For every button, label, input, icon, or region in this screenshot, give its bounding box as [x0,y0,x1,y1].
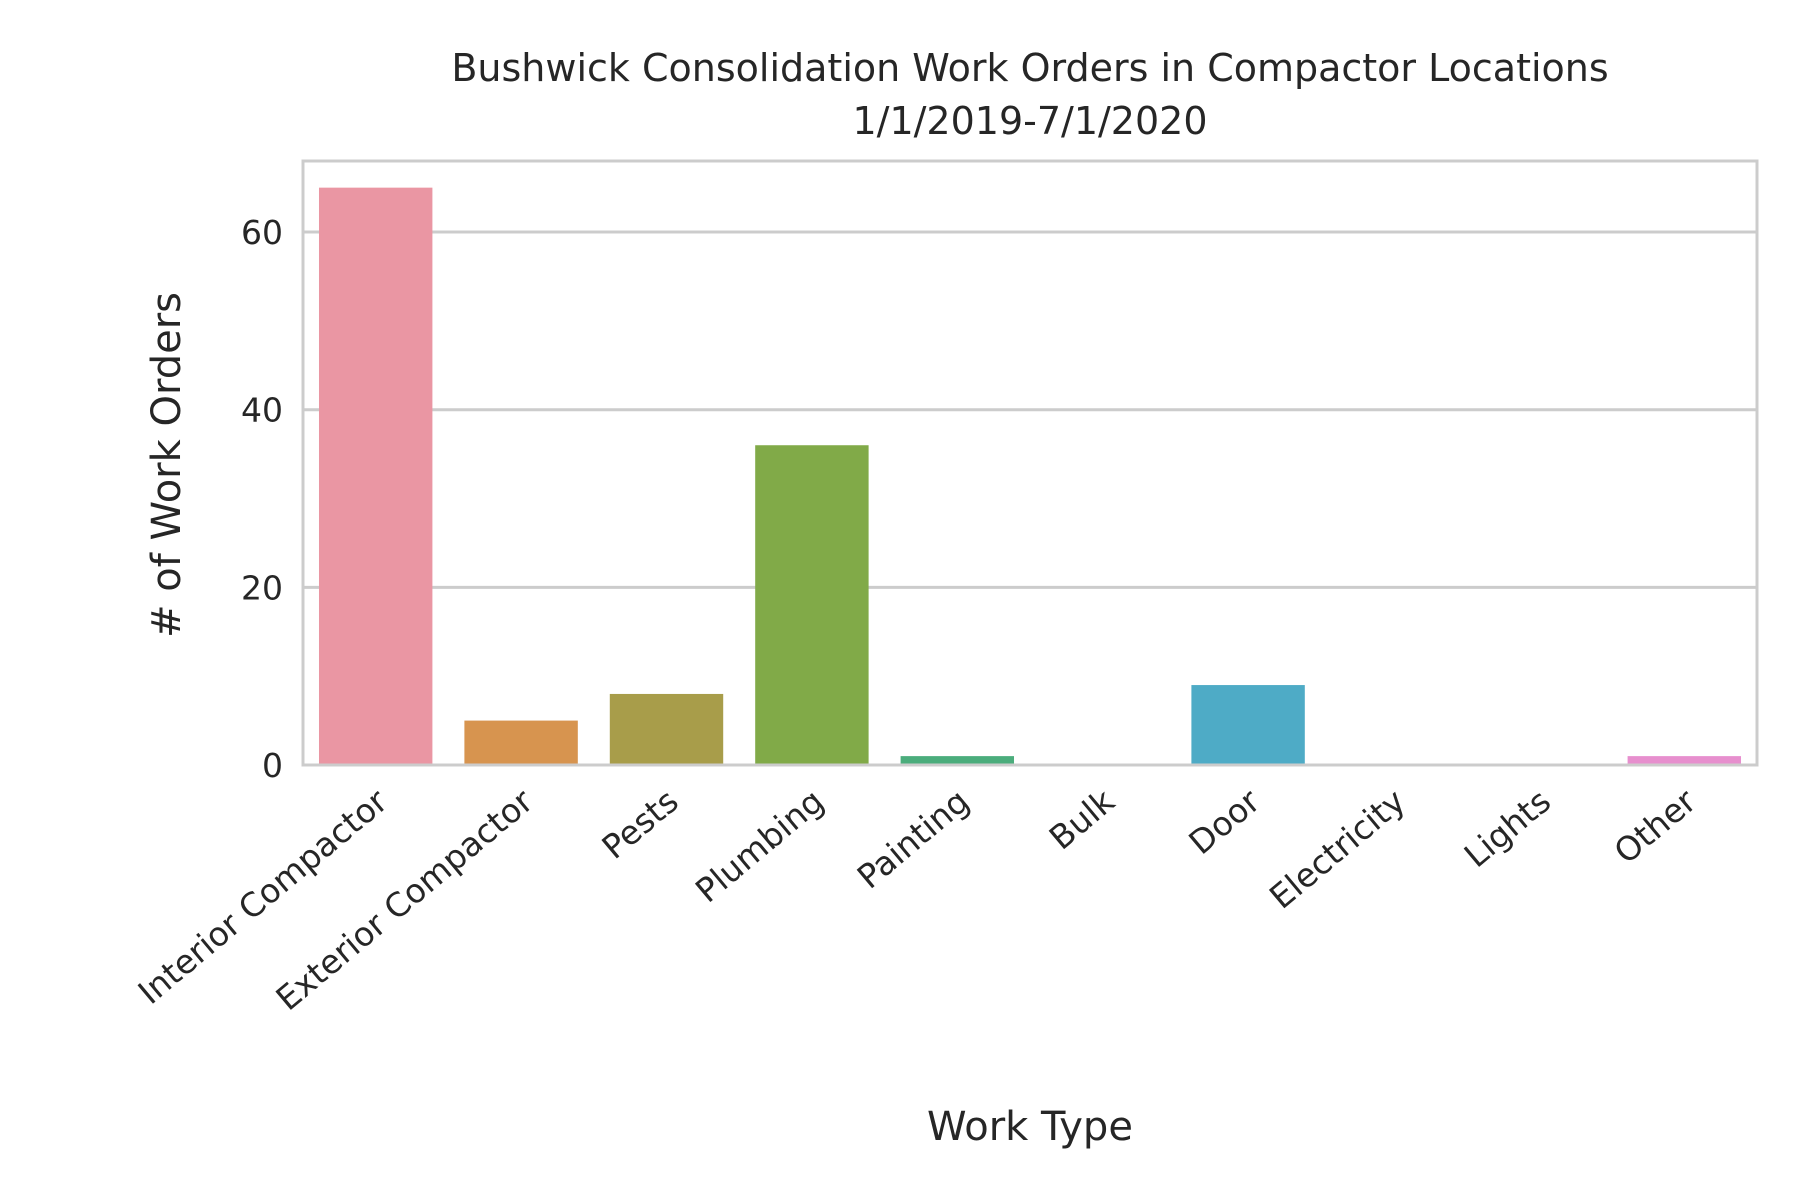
y-tick-label: 0 [262,746,283,785]
bars [318,187,1742,765]
chart-title: Bushwick Consolidation Work Orders in Co… [451,46,1608,90]
y-axis-label: # of Work Orders [144,292,190,638]
y-tick-label: 60 [241,213,283,252]
bar-other [1627,756,1742,765]
bar-interior-compactor [318,187,433,765]
y-tick-label: 20 [241,568,283,607]
y-tick-labels: 0 20 40 60 [241,213,283,785]
plot-frame [301,159,1759,767]
y-gridlines [303,230,1757,589]
bar-exterior-compactor [464,720,578,765]
bar-plumbing [755,445,869,765]
bar-painting [900,756,1015,765]
chart-subtitle: 1/1/2019-7/1/2020 [852,99,1207,143]
bar-door [1191,685,1305,765]
x-axis-label: Work Type [927,1104,1133,1150]
bar-pests [609,693,724,765]
y-tick-label: 40 [241,391,283,430]
